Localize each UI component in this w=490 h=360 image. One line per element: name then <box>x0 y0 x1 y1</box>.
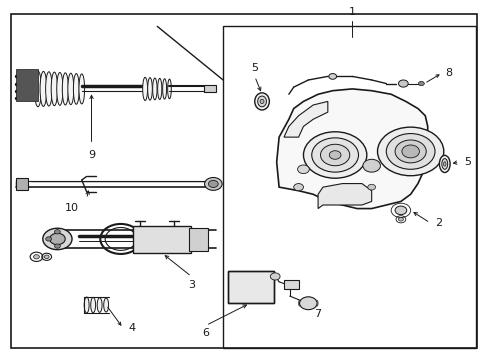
Circle shape <box>395 206 407 215</box>
Text: 2: 2 <box>435 218 442 228</box>
Polygon shape <box>284 102 328 137</box>
Ellipse shape <box>168 79 172 99</box>
Text: 9: 9 <box>88 150 95 159</box>
Text: 10: 10 <box>65 203 79 213</box>
Ellipse shape <box>163 79 167 99</box>
Ellipse shape <box>97 298 102 312</box>
Circle shape <box>312 138 359 172</box>
Text: 1: 1 <box>349 8 356 18</box>
Circle shape <box>46 237 51 241</box>
Ellipse shape <box>260 99 264 104</box>
Ellipse shape <box>79 74 85 104</box>
Ellipse shape <box>147 78 152 100</box>
Ellipse shape <box>443 162 446 166</box>
Text: 7: 7 <box>315 309 321 319</box>
Circle shape <box>44 255 49 258</box>
Text: 4: 4 <box>128 323 135 333</box>
Ellipse shape <box>258 96 267 107</box>
Circle shape <box>398 217 403 221</box>
Circle shape <box>418 81 424 86</box>
Circle shape <box>54 230 60 234</box>
Bar <box>228 271 274 303</box>
Ellipse shape <box>91 297 96 313</box>
Ellipse shape <box>143 77 147 100</box>
Circle shape <box>204 177 222 190</box>
Circle shape <box>368 184 375 190</box>
Circle shape <box>377 127 444 176</box>
Bar <box>228 271 274 303</box>
Ellipse shape <box>158 78 162 99</box>
Ellipse shape <box>74 73 79 104</box>
Circle shape <box>329 151 341 159</box>
Text: 5: 5 <box>464 157 471 167</box>
Ellipse shape <box>255 93 270 110</box>
Bar <box>223 26 476 348</box>
Circle shape <box>49 233 65 245</box>
Circle shape <box>294 184 303 191</box>
Bar <box>16 178 28 190</box>
Ellipse shape <box>442 158 448 169</box>
Bar <box>189 228 208 251</box>
Text: 3: 3 <box>188 280 195 290</box>
Polygon shape <box>318 184 372 208</box>
Ellipse shape <box>51 72 57 106</box>
Circle shape <box>208 180 218 188</box>
Circle shape <box>320 144 350 166</box>
Ellipse shape <box>84 297 89 313</box>
Ellipse shape <box>440 156 450 172</box>
Ellipse shape <box>46 72 52 106</box>
Ellipse shape <box>62 73 69 105</box>
Text: 6: 6 <box>202 328 210 338</box>
Polygon shape <box>277 89 428 208</box>
Circle shape <box>303 132 367 178</box>
Ellipse shape <box>153 78 157 100</box>
Bar <box>16 69 38 102</box>
Text: 5: 5 <box>251 63 258 73</box>
Bar <box>203 85 216 93</box>
Ellipse shape <box>40 71 47 107</box>
Circle shape <box>363 159 380 172</box>
Ellipse shape <box>104 298 109 312</box>
Circle shape <box>54 244 60 248</box>
Circle shape <box>33 255 39 259</box>
Text: 8: 8 <box>445 68 452 78</box>
Circle shape <box>398 80 408 87</box>
Bar <box>284 280 298 289</box>
Circle shape <box>386 134 435 169</box>
Circle shape <box>43 228 72 249</box>
Circle shape <box>270 273 280 280</box>
Circle shape <box>329 73 337 79</box>
Circle shape <box>297 165 309 174</box>
Ellipse shape <box>34 71 41 107</box>
Circle shape <box>299 297 317 310</box>
Ellipse shape <box>57 72 63 105</box>
Circle shape <box>395 140 426 163</box>
Circle shape <box>402 145 419 158</box>
Ellipse shape <box>68 73 74 105</box>
Bar <box>133 226 192 253</box>
